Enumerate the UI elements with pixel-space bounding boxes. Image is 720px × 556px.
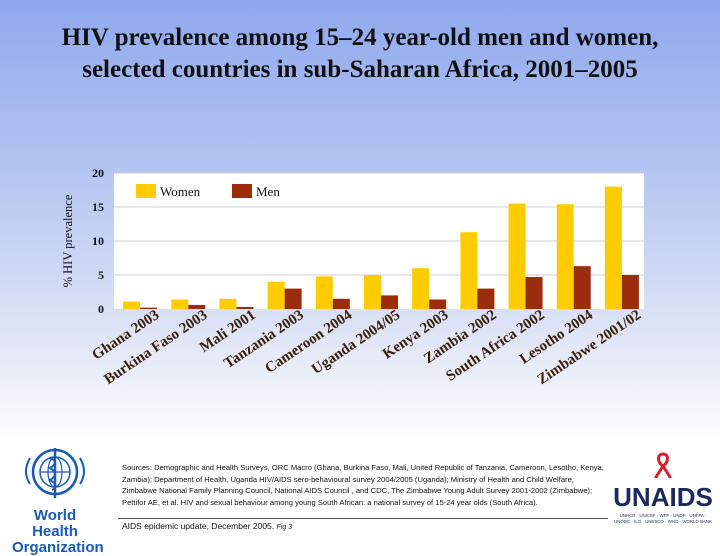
unaids-wordmark: UNAIDS: [613, 482, 713, 512]
bar-women: [315, 276, 333, 309]
bar-men: [236, 306, 254, 309]
y-tick-label: 15: [92, 200, 104, 214]
bar-women: [219, 298, 237, 309]
bar-men: [381, 295, 398, 309]
who-logo: World Health Organization: [12, 444, 104, 556]
y-tick-label: 5: [98, 268, 104, 282]
footer-update: AIDS epidemic update, December 2005. Fig…: [122, 521, 292, 531]
bar-women: [556, 204, 574, 309]
who-name-line-1: World Health: [32, 507, 78, 540]
bar-men: [477, 288, 495, 309]
bar-women: [604, 186, 622, 309]
bar-women: [412, 268, 430, 309]
footer-divider: [118, 518, 608, 519]
bar-women: [364, 275, 381, 309]
who-name-line-2: Organization: [12, 539, 104, 556]
unaids-tagline: UNHCR · UNICEF · WFP · UNDP · UNFPA · UN…: [614, 513, 712, 524]
y-tick-label: 20: [92, 166, 104, 180]
title-line-2: selected countries in sub-Saharan Africa…: [82, 56, 638, 83]
unaids-logo: UNAIDS UNHCR · UNICEF · WFP · UNDP · UNF…: [612, 452, 714, 525]
figure-number: Fig 3: [276, 524, 293, 531]
legend: Women Men: [136, 184, 280, 199]
slide-title: HIV prevalence among 15–24 year-old men …: [0, 22, 720, 86]
bar-men: [429, 299, 447, 309]
who-emblem-icon: [25, 448, 85, 498]
legend-swatch-women: [136, 184, 156, 198]
bar-women: [508, 203, 526, 309]
bar-women: [171, 299, 189, 309]
legend-label-men: Men: [256, 184, 280, 199]
bar-men: [140, 307, 158, 309]
bar-men: [284, 288, 302, 309]
y-tick-label: 0: [98, 302, 104, 316]
legend-swatch-men: [232, 184, 252, 198]
bar-women: [267, 281, 285, 309]
sources-text: Sources: Demographic and Health Surveys,…: [122, 463, 604, 507]
update-text: AIDS epidemic update, December 2005.: [122, 521, 275, 531]
bar-women: [123, 301, 141, 309]
bar-men: [525, 277, 543, 309]
red-ribbon-icon: [654, 452, 672, 479]
y-tick-label: 10: [92, 234, 104, 248]
title-line-1: HIV prevalence among 15–24 year-old men …: [61, 24, 659, 51]
bar-men: [621, 275, 639, 309]
bar-men: [188, 304, 206, 309]
y-axis-label: % HIV prevalence: [61, 194, 75, 287]
bar-women: [460, 232, 478, 309]
bar-men: [573, 266, 591, 309]
bar-men: [332, 298, 350, 309]
legend-label-women: Women: [160, 184, 201, 199]
